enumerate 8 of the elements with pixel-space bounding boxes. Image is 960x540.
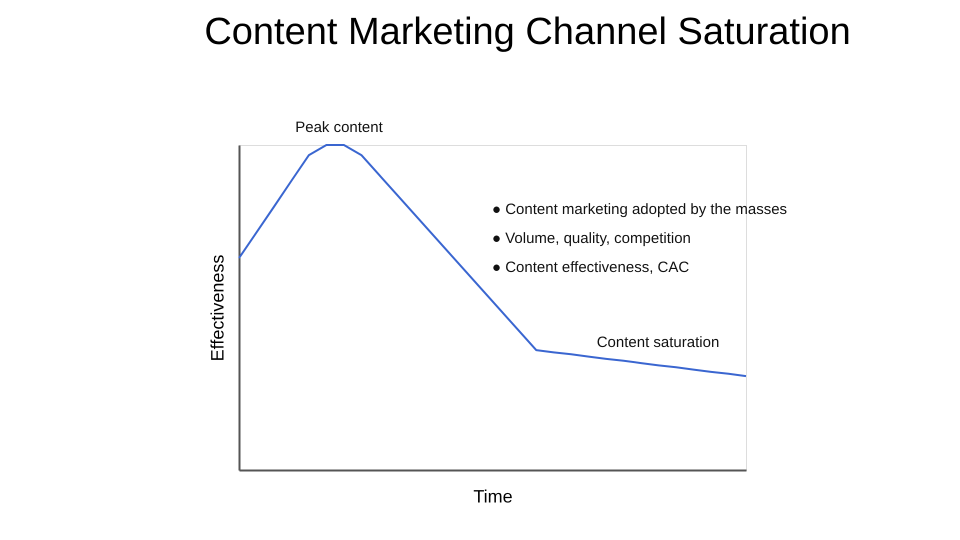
- x-axis-title: Time: [473, 486, 513, 506]
- annotation: ● Volume, quality, competition: [492, 230, 691, 247]
- annotation: ● Content marketing adopted by the masses: [492, 201, 788, 218]
- annotation: ● Content effectiveness, CAC: [492, 259, 690, 276]
- annotation: Content saturation: [596, 334, 720, 351]
- chart-title: Content Marketing Channel Saturation: [204, 11, 851, 53]
- y-axis-title: Effectiveness: [208, 254, 228, 362]
- text: Peak content: [295, 119, 384, 136]
